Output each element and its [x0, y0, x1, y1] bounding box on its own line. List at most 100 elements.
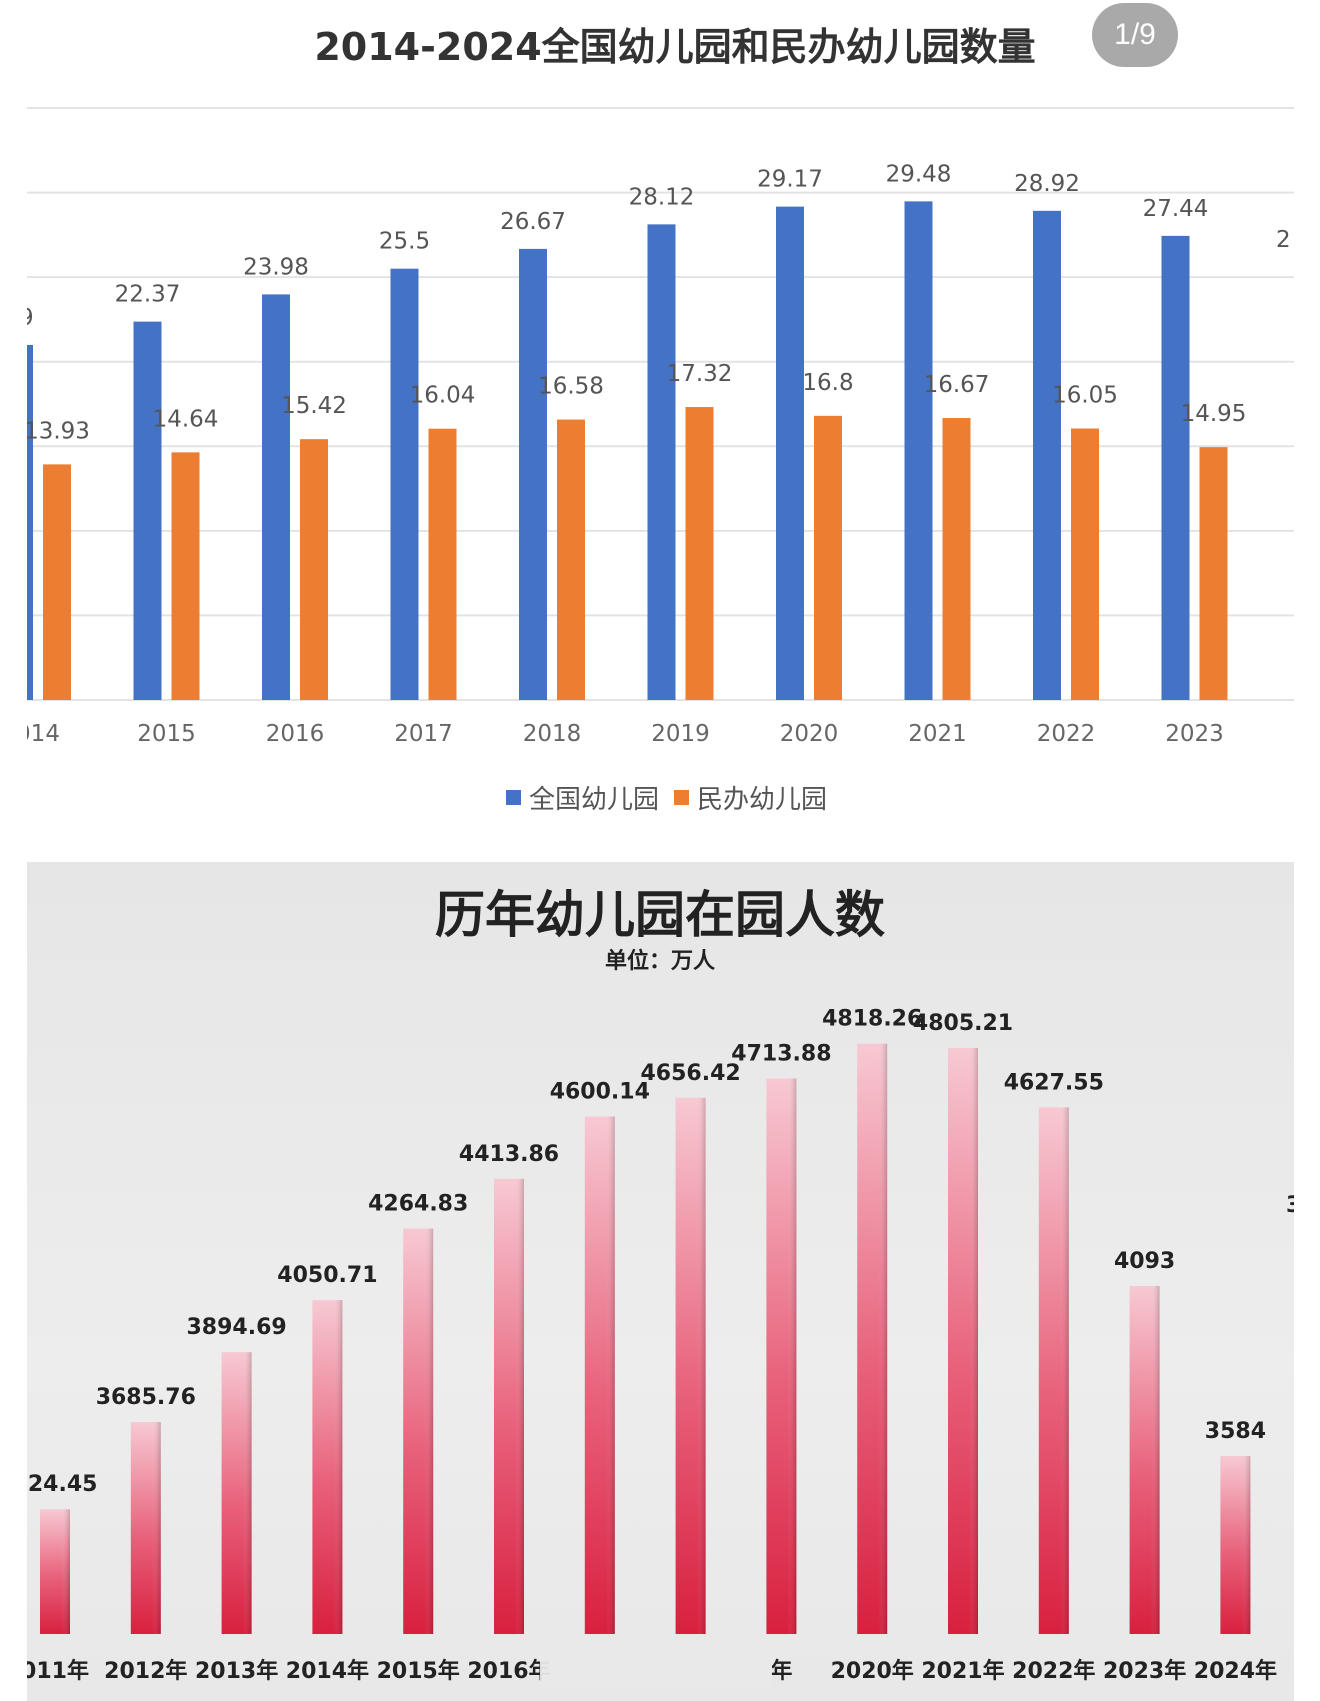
chart1-data-label-national: 26.67 [500, 209, 566, 235]
chart1-legend-swatch [506, 790, 521, 805]
chart2-bar-shading [312, 1300, 343, 1634]
chart1-data-label-private: 16.58 [538, 374, 604, 400]
chart2-data-label: 4093 [1114, 1249, 1175, 1274]
chart1-data-label-national: 27.44 [1143, 196, 1209, 222]
chart2-tick-label: 2015年 [377, 1658, 460, 1684]
chart1-data-label-national: 23.98 [243, 254, 309, 280]
chart1-tick-label: 2018 [523, 721, 582, 747]
chart2-bar-shading [1129, 1285, 1160, 1634]
chart1-legend-swatch [674, 790, 689, 805]
blurred-overlay [540, 1650, 772, 1690]
chart2-tick-label: 2023年 [1103, 1658, 1186, 1684]
chart2-data-label: 4413.86 [459, 1142, 559, 1167]
chart2-tick-label: 年 [770, 1658, 792, 1684]
chart1-tick-label: 2022 [1037, 721, 1096, 747]
chart1-tick-label: 2020 [780, 721, 839, 747]
chart1-bar-national [27, 344, 33, 700]
chart1-svg: 014 99 13.93 2015 22.37 14.64 2016 23.98 15.42 20… [4, 107, 1300, 815]
chart2-tick-label: 2016年 [467, 1658, 550, 1684]
chart2-bar-shading [130, 1421, 161, 1634]
chart2-bar-shading [857, 1043, 888, 1634]
chart1-bar-national [519, 248, 547, 700]
chart2-bar-shading [584, 1116, 615, 1634]
chart1-data-label-private: 14.95 [1181, 401, 1247, 427]
chart1-tick-label: 014 [16, 721, 60, 747]
chart1-data-label-national: 22.37 [115, 282, 181, 308]
chart1-bar-private [1199, 447, 1228, 700]
chart1-data-label-national: 2! [1276, 227, 1300, 253]
chart2-tick-label: 2012年 [104, 1658, 187, 1684]
chart2-tick-label: 2013年 [195, 1658, 278, 1684]
chart1-data-label-private: 14.64 [153, 406, 219, 432]
chart2-bar-shading [494, 1178, 524, 1634]
chart1-data-label-national: 29.48 [886, 161, 952, 187]
chart1-bar-national [776, 206, 804, 700]
chart2-tick-label: 2024年 [1194, 1658, 1277, 1684]
chart2-data-label: 4600.14 [550, 1080, 650, 1105]
chart1-bar-private [685, 407, 714, 700]
chart2-bar-shading [221, 1352, 252, 1634]
chart1-legend-label: 全国幼儿园 [529, 785, 659, 815]
chart2-tick-label: 2021年 [921, 1658, 1004, 1684]
chart1-legend-label: 民办幼儿园 [697, 785, 827, 815]
chart1-bar-private [814, 415, 842, 700]
chart2-plot: 424.45 011年 3685.76 2012年 3894.69 2013年 4050.7… [13, 1007, 1294, 1684]
chart1-legend: 全国幼儿园 民办幼儿园 [506, 785, 827, 815]
chart1-data-label-national: 28.12 [629, 184, 695, 210]
chart1-bar-national [133, 321, 162, 700]
chart2-bar-shading [1220, 1455, 1251, 1634]
chart1-data-label-private: 13.93 [24, 418, 90, 444]
chart2-title: 历年幼儿园在园人数 [435, 886, 885, 944]
chart2-data-label: 4050.71 [277, 1263, 377, 1288]
chart2-bar-shading [40, 1509, 70, 1634]
chart2-bar-shading [766, 1078, 797, 1634]
chart1-bar-private [428, 428, 457, 700]
chart2-subtitle: 单位：万人 [605, 948, 715, 974]
chart2-data-label: 4818.26 [822, 1007, 922, 1032]
chart1-bar-private [557, 419, 585, 700]
chart1-tick-label: 2015 [137, 721, 196, 747]
chart2-bar-shading [403, 1228, 434, 1634]
chart2-data-label: 4264.83 [368, 1192, 468, 1217]
chart1-data-label-private: 17.32 [667, 361, 733, 387]
chart1-bar-national [904, 201, 933, 700]
chart2-tick-label: 011年 [21, 1658, 89, 1684]
chart1-data-label-national: 25.5 [379, 229, 430, 255]
chart1-title: 2014-2024全国幼儿园和民办幼儿园数量 [314, 25, 1036, 69]
chart1-bar-national [1161, 235, 1190, 700]
chart1-data-label-national: 99 [4, 305, 33, 331]
chart1-tick-label: 2019 [651, 721, 710, 747]
chart1-tick-label: 2017 [394, 721, 453, 747]
chart2-tick-label: 2020年 [831, 1658, 914, 1684]
chart2-tick-label: 2022年 [1012, 1658, 1095, 1684]
chart2-bar-shading [1038, 1107, 1069, 1634]
chart1-data-label-national: 28.92 [1014, 171, 1080, 197]
chart2-data-label: 4656.42 [640, 1061, 740, 1086]
chart1-data-label-private: 15.42 [281, 393, 347, 419]
chart2-data-label: 4713.88 [731, 1042, 831, 1067]
chart1-bar-national [647, 224, 676, 700]
chart1-tick-label: 2021 [908, 721, 967, 747]
chart1-data-label-national: 29.17 [757, 167, 823, 193]
chart2-data-label: 3685.76 [96, 1385, 196, 1410]
chart1-data-label-private: 16.67 [924, 372, 990, 398]
chart2-data-label: 4627.55 [1004, 1070, 1104, 1095]
chart2-tick-label: 2014年 [286, 1658, 369, 1684]
chart1-bar-national [1033, 210, 1061, 700]
chart1-bar-private [942, 418, 971, 700]
chart1-bar-national [390, 268, 419, 700]
chart2-data-label: 3894.69 [186, 1315, 286, 1340]
chart2-bar-shading [675, 1097, 706, 1634]
page-indicator[interactable]: 1/9 [1092, 3, 1178, 67]
chart1-data-label-private: 16.05 [1052, 383, 1118, 409]
chart1-bar-private [43, 464, 71, 700]
chart1-bar-private [171, 452, 200, 700]
chart1-tick-label: 2023 [1165, 721, 1224, 747]
chart2-data-label: 424.45 [13, 1472, 98, 1497]
chart2-data-label: 3584 [1205, 1419, 1266, 1444]
chart2-bar-shading [948, 1048, 978, 1634]
chart1-data-label-private: 16.04 [410, 383, 476, 409]
chart1-bar-national [262, 294, 290, 700]
chart1-tick-label: 2016 [266, 721, 325, 747]
